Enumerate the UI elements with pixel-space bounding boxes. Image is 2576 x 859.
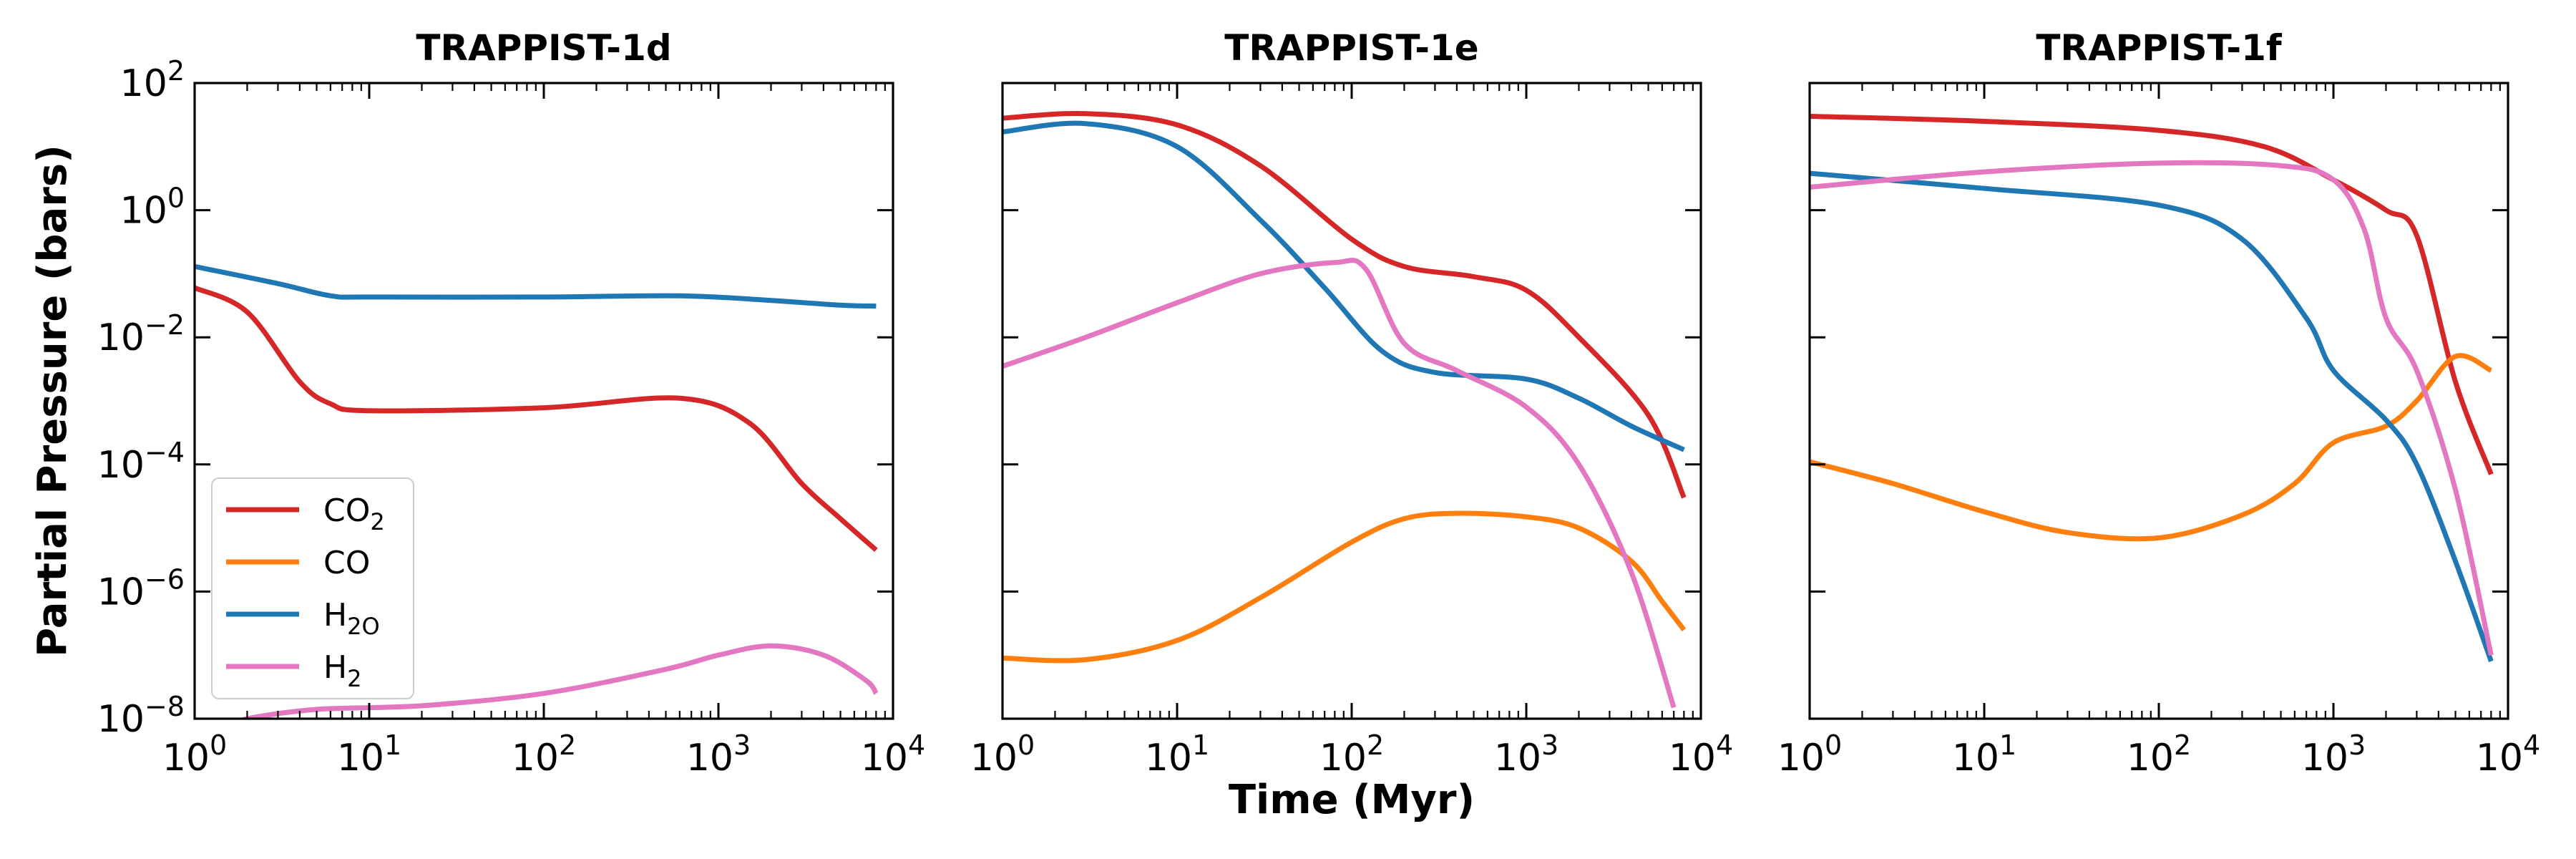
panel-trappist-1e: TRAPPIST-1e 100 101 102 103 104 (970, 27, 1733, 780)
y-tick-label: 102 (120, 55, 185, 105)
x-tick-label: 104 (861, 729, 925, 780)
panel-title-1e: TRAPPIST-1e (1224, 27, 1478, 69)
series-line-h2-panel-2 (1002, 258, 1677, 709)
y-tick-label: 10−2 (97, 309, 185, 359)
x-axis-label: Time (Myr) (1229, 777, 1475, 823)
legend-label-co: CO (323, 545, 370, 581)
x-tick-label: 102 (512, 729, 576, 780)
x-tick-label: 104 (1669, 729, 1733, 780)
plot-area-1d: 100 101 102 103 104 102 100 10−2 10−4 10−6 10−8 (97, 55, 925, 780)
x-tick-label: 103 (1494, 729, 1558, 780)
y-axis-label: Partial Pressure (bars) (29, 145, 76, 657)
panel-trappist-1f: TRAPPIST-1f 100 101 102 103 104 (1777, 27, 2540, 780)
x-tick-label: 103 (686, 729, 751, 780)
panel-trappist-1d: TRAPPIST-1d 100 101 102 103 104 102 100 10−2 10−… (97, 27, 925, 780)
x-tick-label: 100 (970, 729, 1035, 780)
x-tick-label: 103 (2301, 729, 2366, 780)
x-tick-label: 101 (1145, 729, 1209, 780)
y-tick-label: 10−8 (97, 691, 185, 741)
legend-label-h2o: H2O (323, 597, 380, 640)
panel-title-1d: TRAPPIST-1d (416, 27, 671, 69)
legend: CO2 CO H2O H2 (211, 477, 414, 699)
series-line-co-panel-3 (1810, 353, 2493, 542)
y-tick-label: 10−6 (97, 563, 185, 613)
axes-frame (193, 82, 894, 720)
series-line-co2-panel-2 (1002, 111, 1687, 499)
x-tick-label: 102 (1319, 729, 1384, 780)
x-tick-label: 101 (1952, 729, 2016, 780)
x-tick-label: 102 (2127, 729, 2191, 780)
panel-title-1f: TRAPPIST-1f (2036, 27, 2283, 69)
series-line-h2o-panel-2 (1002, 120, 1685, 452)
y-tick-label: 10−4 (97, 437, 185, 487)
plot-area-1f: 100 101 102 103 104 (1777, 82, 2540, 780)
legend-label-co2: CO2 (323, 492, 385, 535)
x-tick-label: 100 (162, 729, 227, 780)
y-tick-label: 100 (120, 183, 185, 233)
series-line-co-panel-2 (1002, 510, 1687, 664)
series-line-h2-panel-1 (239, 643, 879, 719)
series-line-h2-panel-3 (1810, 160, 2494, 656)
axes-frame (1808, 82, 2509, 720)
legend-frame (211, 477, 414, 699)
x-tick-label: 100 (1777, 729, 1842, 780)
x-tick-label: 101 (337, 729, 401, 780)
series-line-h2o-panel-1 (195, 263, 877, 309)
series-line-co2-panel-1 (195, 285, 878, 553)
plot-area-1e: 100 101 102 103 104 (970, 82, 1733, 780)
x-tick-label: 104 (2476, 729, 2540, 780)
legend-label-h2: H2 (323, 649, 361, 692)
series-line-h2o-panel-3 (1810, 170, 2494, 662)
axes-frame (1001, 82, 1702, 720)
